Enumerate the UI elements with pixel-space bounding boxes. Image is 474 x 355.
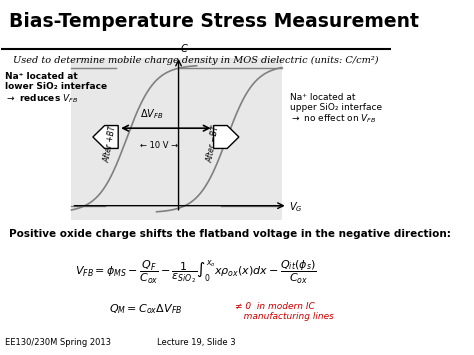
Text: upper SiO₂ interface: upper SiO₂ interface bbox=[290, 103, 382, 112]
Text: ← 10 V →: ← 10 V → bbox=[140, 141, 178, 149]
Text: ≠ 0  in modern IC
   manufacturing lines: ≠ 0 in modern IC manufacturing lines bbox=[235, 301, 334, 321]
Text: After −BT: After −BT bbox=[206, 125, 221, 163]
Text: $\rightarrow$ reduces $V_{FB}$: $\rightarrow$ reduces $V_{FB}$ bbox=[5, 93, 79, 105]
Text: Bias-Temperature Stress Measurement: Bias-Temperature Stress Measurement bbox=[9, 12, 419, 31]
Text: $C$: $C$ bbox=[180, 42, 189, 54]
Text: $V_G$: $V_G$ bbox=[289, 201, 302, 214]
FancyArrow shape bbox=[214, 126, 239, 148]
Text: After +BT: After +BT bbox=[103, 125, 118, 163]
Text: Na⁺ located at: Na⁺ located at bbox=[5, 72, 78, 81]
Text: Lecture 19, Slide 3: Lecture 19, Slide 3 bbox=[157, 338, 236, 346]
FancyArrow shape bbox=[93, 126, 118, 148]
Text: $\Delta V_{FB}$: $\Delta V_{FB}$ bbox=[140, 107, 163, 121]
Text: lower SiO₂ interface: lower SiO₂ interface bbox=[5, 82, 108, 91]
Text: $\rightarrow$ no effect on $V_{FB}$: $\rightarrow$ no effect on $V_{FB}$ bbox=[290, 113, 376, 125]
Text: Used to determine mobile charge density in MOS dielectric (units: C/cm²): Used to determine mobile charge density … bbox=[13, 56, 379, 65]
Text: Positive oxide charge shifts the flatband voltage in the negative direction:: Positive oxide charge shifts the flatban… bbox=[9, 229, 451, 239]
Text: $Q_M = C_{ox}\Delta V_{FB}$: $Q_M = C_{ox}\Delta V_{FB}$ bbox=[109, 302, 182, 316]
Text: Na⁺ located at: Na⁺ located at bbox=[290, 93, 355, 102]
Text: $V_{FB} = \phi_{MS} - \dfrac{Q_F}{C_{ox}} - \dfrac{1}{\varepsilon_{SiO_2}}\int_0: $V_{FB} = \phi_{MS} - \dfrac{Q_F}{C_{ox}… bbox=[75, 258, 317, 286]
FancyBboxPatch shape bbox=[72, 58, 282, 220]
Text: EE130/230M Spring 2013: EE130/230M Spring 2013 bbox=[5, 338, 111, 346]
